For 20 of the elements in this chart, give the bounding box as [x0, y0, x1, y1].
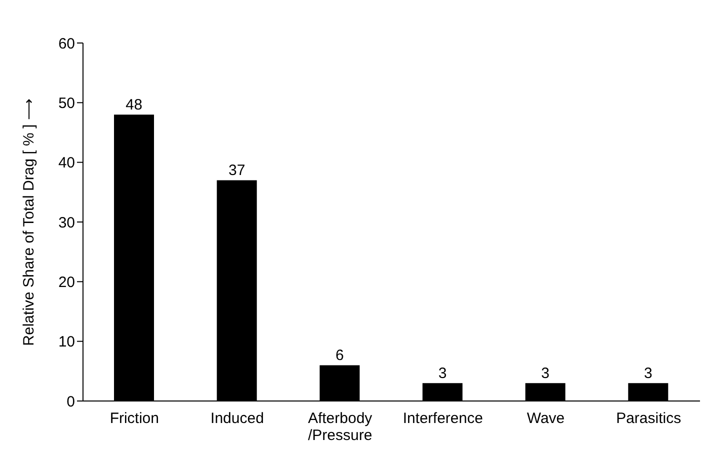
data-label: 37 [228, 162, 246, 180]
y-tick-label: 10 [58, 334, 75, 351]
x-tick-label: Wave [526, 410, 565, 427]
data-label: 3 [438, 365, 447, 382]
x-tick-label: Induced [210, 410, 264, 427]
data-label: 6 [335, 347, 344, 364]
x-tick-label: Interference [402, 410, 483, 427]
y-tick-label: 20 [58, 274, 75, 291]
y-tick-label: 0 [66, 393, 75, 410]
y-tick-label: 30 [58, 214, 75, 232]
x-tick-label: Parasitics [616, 410, 682, 427]
y-tick-label: 40 [58, 154, 75, 172]
data-label: 3 [541, 365, 550, 382]
y-axis-title: Relative Share of Total Drag [ % ] ⟶ [20, 98, 38, 346]
data-label: 48 [126, 96, 142, 114]
y-tick-label: 60 [58, 35, 75, 52]
x-tick-label: Afterbody /Pressure [308, 410, 373, 444]
y-tick-label: 50 [58, 94, 75, 112]
data-label: 3 [644, 365, 652, 382]
x-tick-label: Friction [110, 410, 160, 427]
